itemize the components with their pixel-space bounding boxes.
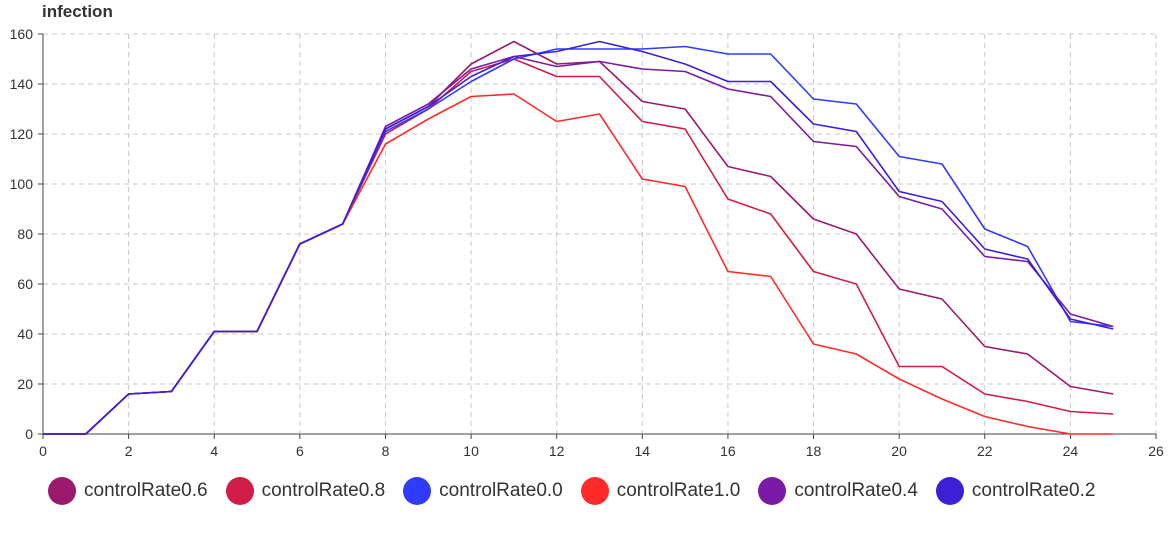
y-tick-label: 100 (10, 176, 34, 192)
legend-swatch (580, 477, 609, 505)
legend-label: controlRate0.8 (261, 480, 386, 501)
y-axis-label: infection (42, 2, 113, 21)
y-tick-label: 80 (17, 226, 33, 242)
legend-swatch (758, 477, 787, 505)
legend-swatch (225, 477, 254, 505)
legend-item: controlRate0.6 (48, 474, 208, 508)
x-tick-label: 18 (806, 443, 822, 459)
legend-swatch (403, 477, 432, 505)
legend-label: controlRate0.4 (794, 480, 918, 501)
legend-swatch (935, 477, 964, 505)
y-tick-label: 120 (10, 126, 34, 142)
legend-item: controlRate1.0 (580, 474, 741, 508)
y-tick-label: 160 (10, 26, 34, 42)
series-line-controlRate1.0 (43, 93, 1114, 435)
y-tick-label: 140 (10, 76, 34, 92)
y-tick-label: 60 (17, 276, 33, 292)
series-line-controlRate0.6 (43, 40, 1114, 435)
x-tick-label: 2 (125, 443, 133, 459)
y-tick-label: 20 (17, 376, 33, 392)
legend-item: controlRate0.4 (758, 474, 918, 508)
series-line-controlRate0.4 (43, 55, 1114, 435)
x-tick-label: 22 (977, 443, 993, 459)
y-tick-label: 40 (17, 326, 33, 342)
y-tick-label: 0 (25, 426, 33, 442)
legend-swatch (48, 477, 76, 505)
x-tick-label: 8 (382, 443, 390, 459)
x-tick-label: 12 (549, 443, 565, 459)
legend-label: controlRate1.0 (616, 480, 741, 501)
legend-item: controlRate0.2 (935, 474, 1096, 508)
legend-label: controlRate0.0 (439, 480, 563, 501)
legend-item: controlRate0.0 (403, 474, 563, 508)
x-tick-label: 20 (891, 443, 907, 459)
x-tick-label: 6 (296, 443, 304, 459)
x-tick-label: 16 (720, 443, 736, 459)
legend-label: controlRate0.2 (971, 480, 1096, 501)
series-line-controlRate0.8 (43, 58, 1114, 435)
x-tick-label: 14 (635, 443, 651, 459)
series-line-controlRate0.2 (43, 40, 1114, 435)
x-tick-label: 26 (1148, 443, 1164, 459)
x-tick-label: 4 (210, 443, 218, 459)
x-tick-label: 0 (39, 443, 47, 459)
legend: controlRate0.6 controlRate0.8 controlRate0… (48, 474, 1148, 508)
legend-item: controlRate0.8 (225, 474, 386, 508)
series-line-controlRate0.0 (43, 45, 1114, 435)
legend-label: controlRate0.6 (84, 480, 208, 501)
x-tick-label: 10 (463, 443, 479, 459)
x-tick-label: 24 (1063, 443, 1079, 459)
